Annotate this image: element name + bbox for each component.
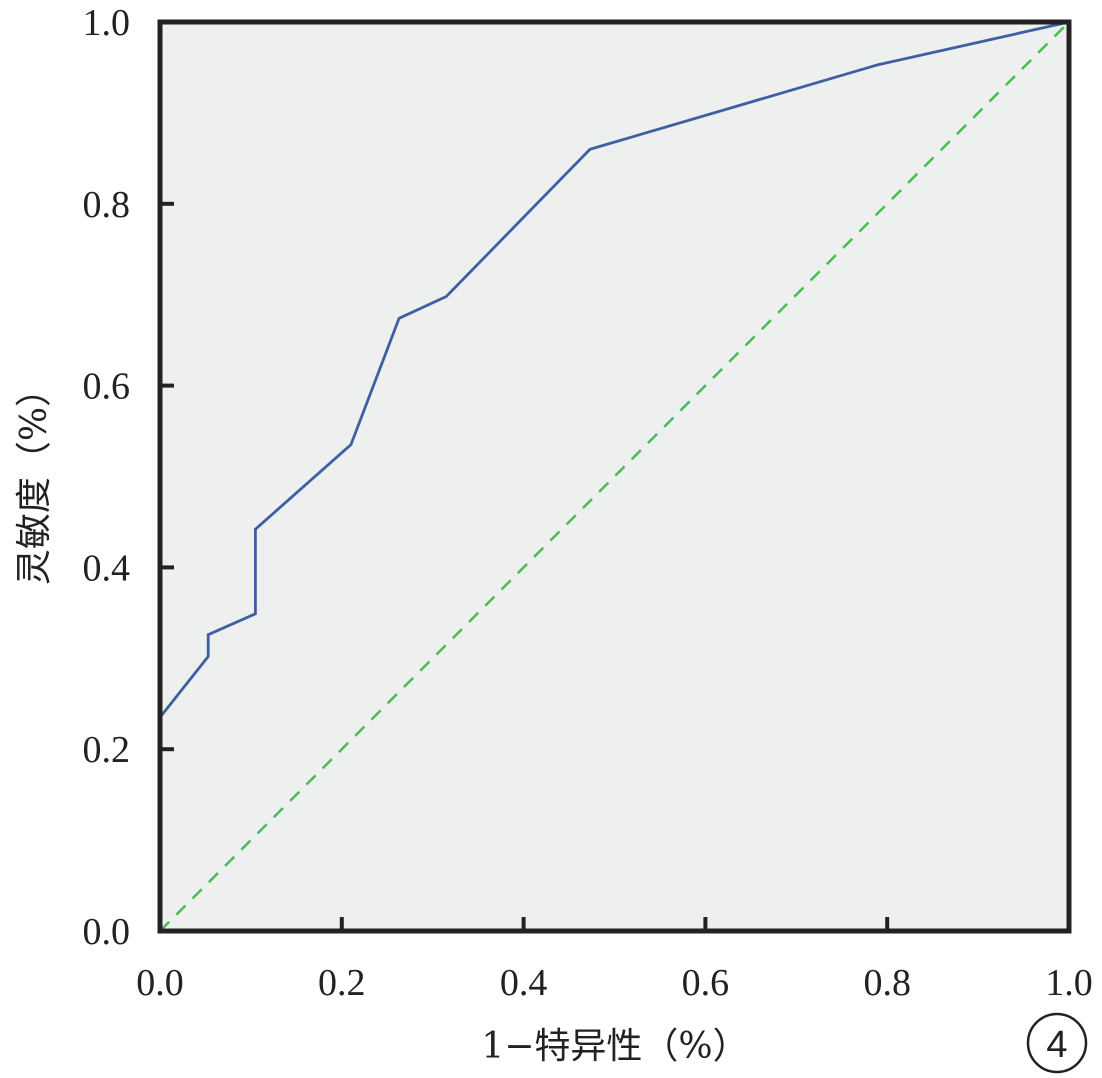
roc-curve-line: [158, 20, 1070, 719]
plot-frame: [157, 19, 1072, 934]
x-tick-label: 0.4: [500, 962, 548, 1004]
x-tick-label: 0.2: [318, 962, 366, 1004]
y-tick-label: 0.2: [83, 729, 131, 771]
x-tick-label: 0.6: [682, 962, 730, 1004]
panel-badge-label: 4: [1046, 1024, 1067, 1066]
y-tick-label: 0.6: [83, 366, 131, 408]
y-axis-title: 灵敏度（%）: [14, 371, 55, 585]
y-tick-label: 0.8: [83, 184, 131, 226]
panel-badge: 4: [1026, 1012, 1088, 1074]
y-tick-label: 0.0: [83, 911, 131, 953]
panel-badge-circle: [1026, 1012, 1088, 1074]
tick-layer: 0.0 0.2 0.4 0.6 0.8 1.0 0.0 0.2 0.4 0.6 0.8 1.0: [83, 2, 1093, 1004]
x-tick-label: 0.0: [136, 962, 184, 1004]
x-tick-label: 0.8: [863, 962, 911, 1004]
x-tick-label: 1.0: [1045, 962, 1093, 1004]
y-tick-label: 1.0: [83, 2, 131, 44]
y-tick-label: 0.4: [83, 547, 131, 589]
reference-diagonal-line: [159, 21, 1070, 932]
series-layer: [158, 20, 1070, 932]
x-axis-title: 1−特异性（%）: [481, 1026, 748, 1067]
